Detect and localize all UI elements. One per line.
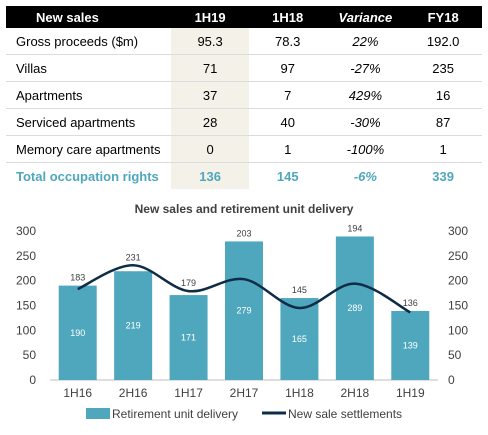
cell-fy18: 235: [404, 54, 482, 82]
row-label: Memory care apartments: [6, 135, 172, 163]
table-header-new-sales: New sales: [6, 6, 172, 28]
legend-bar-label: Retirement unit delivery: [112, 407, 238, 421]
left-tick-label: 50: [23, 348, 37, 362]
bar-value-label: 190: [70, 328, 85, 338]
bar: [391, 310, 430, 380]
delivery-chart: New sales and retirement unit delivery 0…: [16, 202, 468, 421]
bar-value-label: 171: [181, 333, 196, 343]
category-label: 2H18: [341, 386, 370, 400]
chart-legend: Retirement unit delivery New sale settle…: [86, 407, 402, 421]
row-label: Apartments: [6, 81, 172, 109]
bar-value-label: 165: [292, 334, 307, 344]
new-sales-table: New sales 1H19 1H18 Variance FY18 Gross …: [6, 6, 482, 189]
bar-value-labels: 190 219 171 279 165 289 139: [70, 303, 418, 350]
cell-1h18: 40: [248, 108, 327, 136]
right-tick-label: 150: [448, 299, 468, 313]
cell-fy18: 192.0: [404, 28, 482, 55]
line-value-label: 145: [292, 285, 307, 295]
chart-title: New sales and retirement unit delivery: [135, 202, 354, 216]
line-value-label: 183: [70, 273, 85, 283]
table-row: Gross proceeds ($m) 95.3 78.3 22% 192.0: [6, 28, 482, 55]
cell-1h18: 1: [248, 135, 327, 163]
table-row: Villas 71 97 -27% 235: [6, 54, 482, 82]
table-header-1h18: 1H18: [248, 6, 327, 28]
bar: [58, 285, 97, 380]
cell-1h19: 0: [171, 135, 249, 163]
bar: [335, 236, 374, 380]
table-row: Serviced apartments 28 40 -30% 87: [6, 108, 482, 136]
cell-1h19: 95.3: [171, 28, 249, 55]
right-tick-label: 0: [448, 373, 455, 387]
table-header-row: New sales 1H19 1H18 Variance FY18: [6, 6, 482, 28]
right-axis: 0 50 100 150 200 250 300: [448, 224, 468, 387]
line-value-label: 194: [347, 223, 362, 233]
table-row: Memory care apartments 0 1 -100% 1: [6, 135, 482, 163]
bar-value-label: 219: [126, 321, 141, 331]
category-label: 2H17: [230, 386, 259, 400]
category-label: 1H17: [174, 386, 203, 400]
cell-fy18: 87: [404, 108, 482, 136]
bar-value-label: 139: [403, 340, 418, 350]
settlements-line: [77, 264, 411, 314]
right-tick-label: 200: [448, 274, 468, 288]
cell-fy18: 1: [404, 135, 482, 163]
right-tick-label: 100: [448, 323, 468, 337]
cell-1h18: 7: [248, 81, 327, 109]
total-1h19: 136: [171, 162, 249, 189]
cell-variance: 429%: [326, 81, 405, 109]
bar: [225, 241, 263, 380]
category-label: 1H16: [63, 386, 92, 400]
cell-fy18: 16: [404, 81, 482, 109]
row-label: Gross proceeds ($m): [6, 28, 172, 55]
left-tick-label: 100: [16, 323, 36, 337]
bar: [169, 295, 208, 380]
cell-1h19: 71: [171, 54, 249, 82]
left-tick-label: 250: [16, 249, 36, 263]
left-tick-label: 150: [16, 299, 36, 313]
line-value-label: 179: [181, 278, 196, 288]
total-1h18: 145: [276, 168, 299, 184]
cell-variance: -30%: [326, 108, 405, 136]
bar: [280, 298, 319, 380]
total-row: Total occupation rights 136 145 -6% 339: [6, 162, 482, 189]
line-value-label: 203: [236, 228, 251, 238]
cell-1h19: 28: [171, 108, 249, 136]
legend-bar-swatch: [86, 408, 110, 419]
line-value-label: 231: [126, 252, 141, 262]
table-header-variance: Variance: [326, 6, 405, 28]
left-tick-label: 0: [29, 373, 36, 387]
total-fy18: 339: [432, 168, 454, 184]
line-value-label: 136: [403, 298, 418, 308]
bar-series: [58, 236, 430, 380]
right-tick-label: 50: [448, 348, 462, 362]
cell-variance: -100%: [326, 135, 405, 163]
row-label: Villas: [6, 54, 172, 82]
cell-1h19: 37: [171, 81, 249, 109]
line-value-labels: 183 231 179 203 145 194 136: [70, 223, 418, 307]
cell-variance: 22%: [326, 28, 405, 55]
total-label: Total occupation rights: [16, 168, 159, 184]
left-tick-label: 300: [16, 224, 36, 238]
category-label: 1H19: [396, 386, 425, 400]
cell-1h18: 78.3: [248, 28, 327, 55]
right-tick-label: 300: [448, 224, 468, 238]
legend-line-label: New sale settlements: [288, 407, 402, 421]
category-label: 2H16: [119, 386, 148, 400]
category-labels: 1H16 2H16 1H17 2H17 1H18 2H18 1H19: [63, 386, 425, 400]
table-header-1h19: 1H19: [171, 6, 249, 28]
cell-variance: -27%: [326, 54, 405, 82]
bar-value-label: 279: [236, 306, 251, 316]
cell-1h18: 97: [248, 54, 327, 82]
category-label: 1H18: [285, 386, 314, 400]
right-tick-label: 250: [448, 249, 468, 263]
table-row: Apartments 37 7 429% 16: [6, 81, 482, 109]
left-tick-label: 200: [16, 274, 36, 288]
bar: [114, 271, 153, 380]
total-variance: -6%: [353, 168, 377, 184]
bar-value-label: 289: [347, 303, 362, 313]
row-label: Serviced apartments: [6, 108, 172, 136]
table-header-fy18: FY18: [404, 6, 482, 28]
left-axis: 0 50 100 150 200 250 300: [16, 224, 36, 387]
